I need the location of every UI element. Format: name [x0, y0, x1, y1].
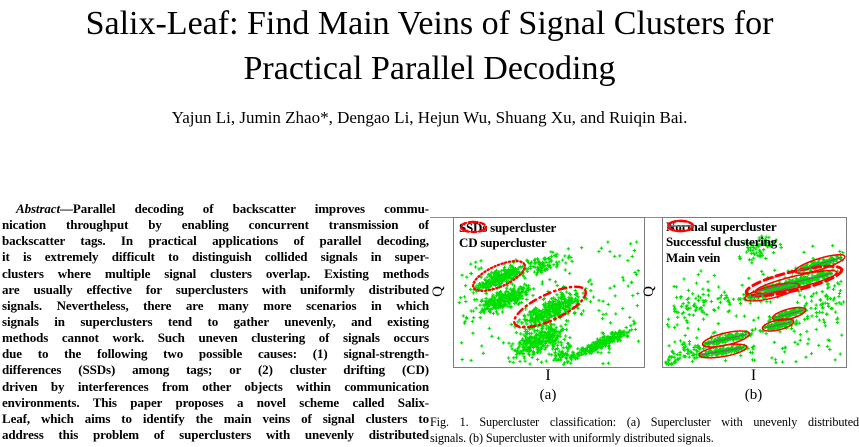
- legend-b: Normal supercluster Successful clusterin…: [666, 219, 777, 266]
- abstract-line-text: —Parallel decoding of backscatter improv…: [59, 201, 429, 216]
- abstract-line: are usually effective for superclusters …: [2, 281, 429, 297]
- page-title: Salix-Leaf: Find Main Veins of Signal Cl…: [0, 1, 859, 91]
- abstract-line: methods cannot work. Such uneven cluster…: [2, 330, 429, 346]
- figure-caption: Fig. 1. Supercluster classification: (a)…: [430, 414, 859, 446]
- subcaption-b: (b): [744, 387, 763, 403]
- abstract-line: due to the following two possible causes…: [2, 346, 429, 362]
- figure-frame-line: [430, 217, 453, 218]
- abstract-line: address this problem of superclusters wi…: [2, 426, 429, 442]
- abstract-paragraph: Abstract—Parallel decoding of backscatte…: [2, 201, 429, 443]
- plot-area-a: SSDs supercluster CD supercluster: [453, 217, 645, 368]
- x-axis-label-b: I: [750, 367, 757, 384]
- y-axis-label-a: Q: [429, 286, 446, 297]
- abstract-line: differences (SSDs) among tags; or (2) cl…: [2, 362, 429, 378]
- abstract-line: nication throughput by enabling concurre…: [2, 217, 429, 233]
- legend-label: Main vein: [666, 249, 721, 265]
- subfigure-a: Q SSDs supercluster CD supercluster I (a…: [430, 195, 645, 410]
- plot-area-b: Normal supercluster Successful clusterin…: [662, 217, 847, 368]
- subfigure-b: Q Normal supercluster Successful cluster…: [641, 195, 859, 410]
- abstract-label: Abstract: [16, 201, 60, 216]
- y-axis-label-b: Q: [640, 286, 657, 297]
- abstract-line: it is extremely difficult to distinguish…: [2, 249, 429, 265]
- legend-label: CD supercluster: [459, 235, 547, 251]
- legend-a: SSDs supercluster CD supercluster: [459, 220, 556, 251]
- legend-label: Normal supercluster: [666, 218, 777, 234]
- abstract-line: backscatter tags. In practical applicati…: [2, 233, 429, 249]
- scatter-plot-a: [457, 240, 641, 367]
- author-line: Yajun Li, Jumin Zhao*, Dengao Li, Hejun …: [171, 108, 688, 127]
- abstract-line: Abstract—Parallel decoding of backscatte…: [2, 201, 429, 217]
- abstract-line: signals in superclusters tend to gather …: [2, 313, 429, 329]
- legend-item: CD supercluster: [459, 220, 556, 252]
- abstract-line: environments. This paper proposes a nove…: [2, 394, 429, 410]
- subcaption-a: (a): [539, 387, 557, 403]
- figure-caption-line: signals. (b) Supercluster with uniformly…: [430, 431, 714, 446]
- x-axis-label-a: I: [545, 367, 551, 384]
- legend-item: Main vein: [666, 225, 777, 266]
- scatter-plot-b: [664, 234, 846, 367]
- main-vein-line-icon: [667, 225, 694, 227]
- figure-caption-line: Fig. 1. Supercluster classification: (a)…: [430, 415, 859, 429]
- figure-1: Q SSDs supercluster CD supercluster I (a…: [430, 195, 859, 447]
- figure-frame-line: [645, 217, 662, 218]
- legend-label: Successful clustering: [666, 234, 777, 250]
- abstract-line: clusters where multiple signal clusters …: [2, 265, 429, 281]
- title-line-2: Practical Parallel Decoding: [243, 50, 616, 87]
- abstract-line: driven by interferences from other objec…: [2, 378, 429, 394]
- title-line-1: Salix-Leaf: Find Main Veins of Signal Cl…: [85, 5, 774, 42]
- abstract-line: Leaf, which aims to identify the main ve…: [2, 410, 429, 426]
- dashdot-ellipse-icon: [459, 220, 488, 234]
- abstract-line: signals. Nevertheless, there are many mo…: [2, 297, 429, 313]
